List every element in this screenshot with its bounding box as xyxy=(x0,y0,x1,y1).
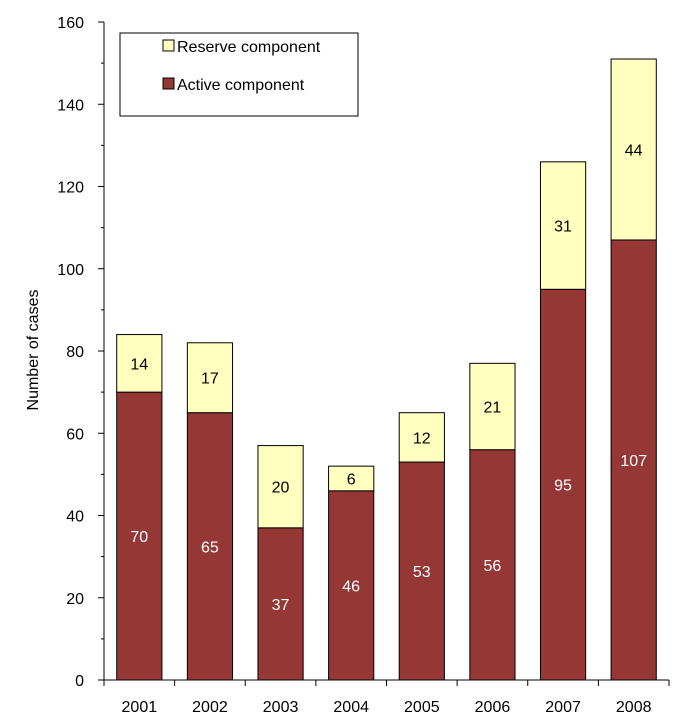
y-tick-label: 0 xyxy=(75,673,84,690)
data-label-reserve-2001: 14 xyxy=(130,356,148,373)
bar-reserve-2006 xyxy=(469,362,516,451)
data-label-active-2008: 107 xyxy=(620,453,647,470)
x-tick-label: 2002 xyxy=(192,699,228,716)
bar-active-2003 xyxy=(257,527,304,681)
y-tick-label: 140 xyxy=(57,97,84,114)
data-label-reserve-2006: 21 xyxy=(484,400,502,417)
bar-active-2004 xyxy=(328,490,375,681)
bar-active-2007 xyxy=(539,288,587,681)
bar-active-2006 xyxy=(469,449,516,681)
x-tick-label: 2001 xyxy=(122,699,158,716)
bar-reserve-2001 xyxy=(116,334,163,393)
data-label-reserve-2007: 31 xyxy=(554,219,572,236)
data-label-active-2005: 53 xyxy=(413,564,431,581)
bar-active-2001 xyxy=(116,391,163,681)
x-tick-label: 2005 xyxy=(404,699,440,716)
x-tick-label: 2004 xyxy=(333,699,369,716)
x-tick-label: 2007 xyxy=(545,699,581,716)
x-tick-label: 2003 xyxy=(263,699,299,716)
y-ticks: 0 20 40 60 80 100 120 140 160 xyxy=(57,15,104,690)
bar-reserve-2008 xyxy=(610,58,657,241)
data-label-reserve-2004: 6 xyxy=(347,471,356,488)
x-tick-label: 2006 xyxy=(475,699,511,716)
legend-label: Reserve component xyxy=(177,39,321,56)
y-tick-label: 100 xyxy=(57,262,84,279)
data-label-active-2004: 46 xyxy=(342,578,360,595)
bar-reserve-2002 xyxy=(186,342,234,414)
y-tick-label: 40 xyxy=(66,509,84,526)
data-label-reserve-2008: 44 xyxy=(625,142,643,159)
bar-reserve-2007 xyxy=(539,161,587,290)
legend-box xyxy=(119,32,359,117)
bar-reserve-2004 xyxy=(328,465,375,492)
y-tick-label: 160 xyxy=(57,15,84,32)
data-label-active-2002: 65 xyxy=(201,539,219,556)
data-label-active-2003: 37 xyxy=(272,597,290,614)
y-tick-label: 120 xyxy=(57,180,84,197)
legend: Reserve component Active component xyxy=(119,32,359,117)
legend-swatch xyxy=(162,77,175,90)
data-label-reserve-2003: 20 xyxy=(272,480,290,497)
bar-labels: 70 14 65 17 37 20 46 6 53 12 56 21 95 31 107 44 xyxy=(130,142,647,613)
data-label-reserve-2002: 17 xyxy=(201,371,219,388)
data-label-active-2001: 70 xyxy=(130,529,148,546)
y-tick-label: 80 xyxy=(66,344,84,361)
bar-active-2002 xyxy=(186,412,234,681)
bar-reserve-2003 xyxy=(257,445,304,529)
data-label-reserve-2005: 12 xyxy=(413,430,431,447)
y-tick-label: 60 xyxy=(66,426,84,443)
legend-label: Active component xyxy=(177,77,305,94)
bars xyxy=(116,58,657,681)
legend-swatch xyxy=(162,39,175,52)
data-label-active-2006: 56 xyxy=(484,558,502,575)
data-label-active-2007: 95 xyxy=(554,478,572,495)
x-ticks: 2001 2002 2003 2004 2005 2006 2007 2008 xyxy=(103,680,670,716)
bar-reserve-2005 xyxy=(398,412,445,463)
x-tick-label: 2008 xyxy=(616,699,652,716)
y-axis-label: Number of cases xyxy=(25,290,42,411)
y-tick-label: 20 xyxy=(66,591,84,608)
